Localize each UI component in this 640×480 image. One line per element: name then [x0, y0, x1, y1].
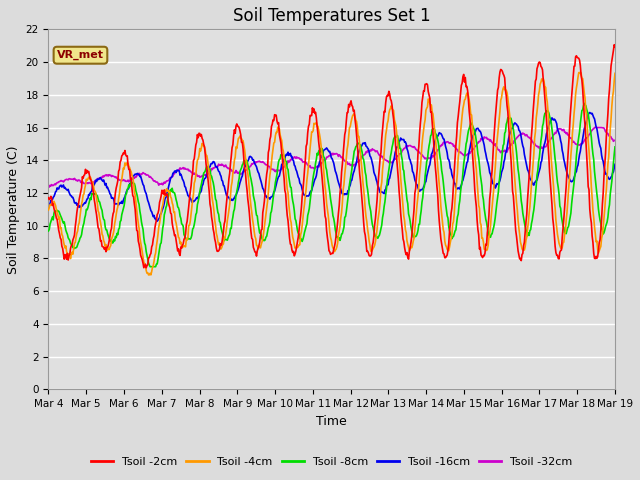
X-axis label: Time: Time: [316, 415, 347, 428]
Legend: Tsoil -2cm, Tsoil -4cm, Tsoil -8cm, Tsoil -16cm, Tsoil -32cm: Tsoil -2cm, Tsoil -4cm, Tsoil -8cm, Tsoi…: [86, 453, 577, 471]
Title: Soil Temperatures Set 1: Soil Temperatures Set 1: [233, 7, 431, 25]
Y-axis label: Soil Temperature (C): Soil Temperature (C): [7, 145, 20, 274]
Text: VR_met: VR_met: [57, 50, 104, 60]
